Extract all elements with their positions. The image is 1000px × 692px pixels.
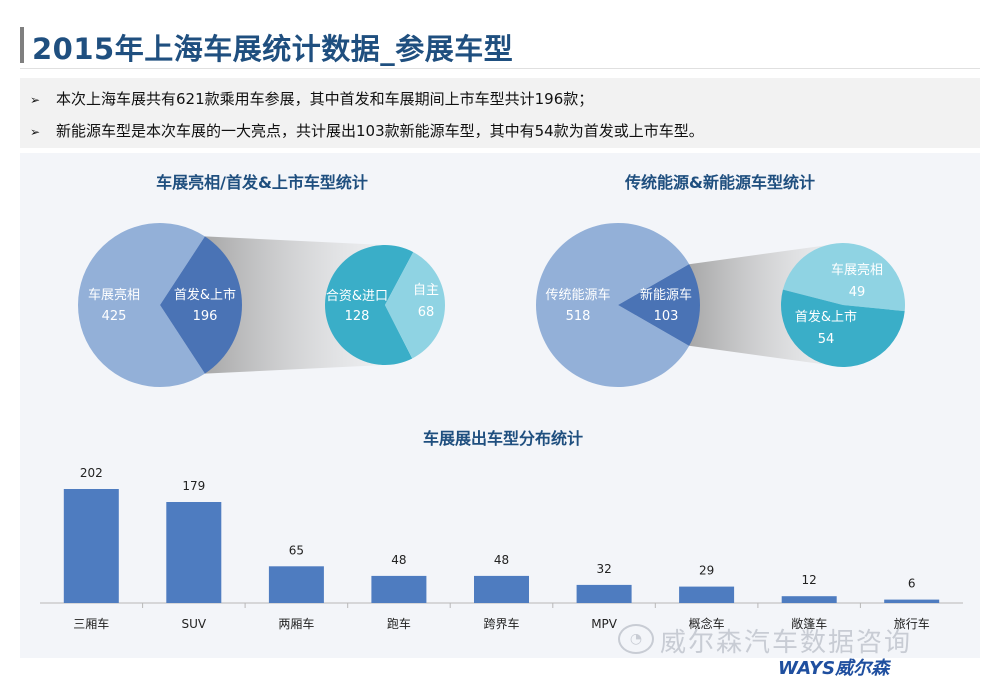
pie2-sub-value-debut: 54 <box>818 332 835 347</box>
pie2-value-new-energy: 103 <box>654 309 679 324</box>
bar-category-label: MPV <box>591 617 618 631</box>
bar-category-label: 跑车 <box>387 616 411 631</box>
watermark-text: 威尔森汽车数据咨询 <box>660 628 913 658</box>
bar-1 <box>166 502 222 603</box>
pie2-slice-conventional <box>536 222 690 387</box>
bar-series: 202 三厢车 179 SUV 65 两厢车 48 跑车 48 跨界车 32 MPV 29 概念车 12 敞篷… <box>63 466 940 631</box>
bar-2 <box>268 566 324 603</box>
bar-value-label: 48 <box>391 553 406 567</box>
title-divider <box>20 68 980 69</box>
pie2-sub-label-exhibited: 车展亮相 <box>831 262 883 278</box>
pie1-slice-debut <box>160 236 242 374</box>
summary-bullet: ➢ 本次上海车展共有621款乘用车参展，其中首发和车展期间上市车型共计196款； <box>30 88 593 109</box>
pie1-sub-slice-jv-import <box>325 244 414 365</box>
pie1-sub-label-jv-import: 合资&进口 <box>326 289 388 304</box>
pie2-label-conventional: 传统能源车 <box>545 287 610 303</box>
bar-category-label: SUV <box>181 617 206 631</box>
bar-category-label: 两厢车 <box>278 616 314 631</box>
summary-text: 本次上海车展共有621款乘用车参展，其中首发和车展期间上市车型共计196款； <box>56 90 594 108</box>
company-logo: WAYS威尔森 <box>778 658 890 679</box>
bar-category-label: 跨界车 <box>483 616 519 631</box>
pie2-value-conventional: 518 <box>566 309 591 324</box>
pie2-title: 传统能源&新能源车型统计 <box>624 173 815 192</box>
bar-value-label: 6 <box>908 577 916 591</box>
bar-7 <box>781 596 837 603</box>
page-title: 2015年上海车展统计数据_参展车型 <box>32 32 514 66</box>
bar-category-label: 旅行车 <box>894 616 930 631</box>
bar-3 <box>371 575 427 603</box>
bar-category-label: 三厢车 <box>73 616 109 631</box>
wechat-icon: ◔ <box>618 624 654 654</box>
bar-value-label: 202 <box>80 466 103 480</box>
bar-value-label: 65 <box>289 543 304 557</box>
pie1-label-exhibited: 车展亮相 <box>88 287 140 303</box>
bar-value-label: 179 <box>182 479 205 493</box>
pie1-sub-slice-domestic <box>385 252 446 359</box>
pie1-label-debut: 首发&上市 <box>174 287 236 303</box>
pie1-sub-value-domestic: 68 <box>418 305 435 320</box>
bar-value-label: 48 <box>494 553 509 567</box>
pie1-sub-value-jv-import: 128 <box>345 309 370 324</box>
bar-8 <box>884 599 940 603</box>
pie1-slice-exhibited <box>77 222 205 387</box>
summary-box: ➢ 本次上海车展共有621款乘用车参展，其中首发和车展期间上市车型共计196款； … <box>20 78 980 148</box>
pie1-value-exhibited: 425 <box>102 309 127 324</box>
bar-chart-title: 车展展出车型分布统计 <box>423 429 583 448</box>
summary-bullet: ➢ 新能源车型是本次车展的一大亮点，共计展出103款新能源车型，其中有54款为首发… <box>30 120 704 141</box>
bar-value-label: 32 <box>596 562 611 576</box>
arrow-bullet-icon: ➢ <box>30 125 41 139</box>
pie2-sub-slice-debut <box>781 289 905 367</box>
bar-value-label: 12 <box>802 573 817 587</box>
bar-4 <box>474 575 529 603</box>
footer-band <box>20 660 980 692</box>
pie1-title: 车展亮相/首发&上市车型统计 <box>156 173 368 192</box>
pie2-sub-label-debut: 首发&上市 <box>795 309 857 325</box>
pie2-label-new-energy: 新能源车 <box>640 287 692 303</box>
summary-text: 新能源车型是本次车展的一大亮点，共计展出103款新能源车型，其中有54款为首发或… <box>56 122 704 140</box>
title-accent-bar <box>20 27 24 63</box>
pie2-slice-new-energy <box>618 264 701 346</box>
pie1-sub-label-domestic: 自主 <box>413 283 439 298</box>
bar-value-label: 29 <box>699 564 714 578</box>
pie2-sub-value-exhibited: 49 <box>849 285 866 300</box>
bar-category-label: 概念车 <box>689 616 725 631</box>
bar-category-label: 敞篷车 <box>791 616 827 631</box>
pie2-sub-slice-exhibited <box>782 242 906 312</box>
bar-5 <box>576 584 632 603</box>
bar-6 <box>679 586 735 603</box>
bar-0 <box>63 489 119 603</box>
arrow-bullet-icon: ➢ <box>30 93 41 107</box>
pie1-value-debut: 196 <box>193 309 218 324</box>
